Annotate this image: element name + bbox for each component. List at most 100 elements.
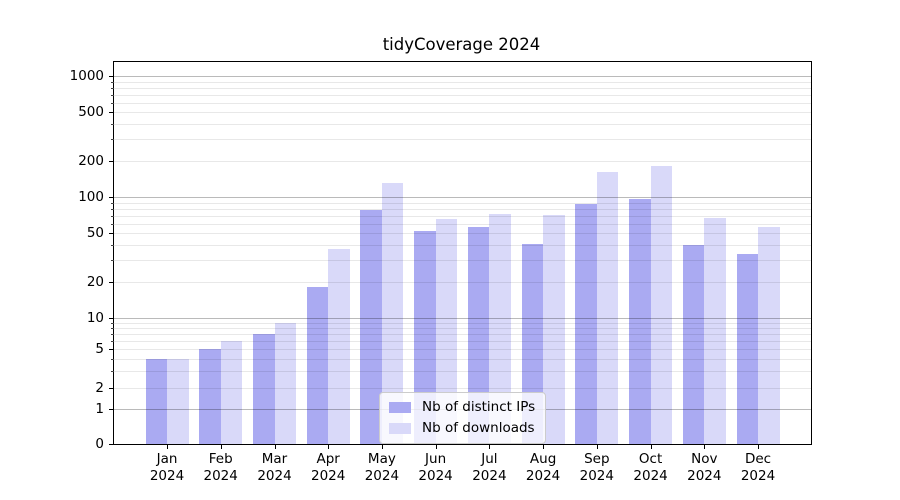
x-axis-tick-label: Jan 2024 xyxy=(122,451,212,484)
x-tick-year: 2024 xyxy=(257,467,292,484)
x-tick-year: 2024 xyxy=(687,467,722,484)
y-minor-tick-mark xyxy=(111,94,114,96)
y-axis-tick-label: 1 xyxy=(95,401,104,417)
x-tick-mark xyxy=(650,444,652,449)
bar-downloads-oct xyxy=(650,166,673,444)
legend-swatch-downloads xyxy=(389,422,411,434)
x-tick-month: Aug xyxy=(529,451,557,467)
bar-downloads-apr xyxy=(328,249,350,444)
x-tick-year: 2024 xyxy=(203,467,238,484)
y-minor-tick-mark xyxy=(111,124,114,126)
x-tick-month: Sep xyxy=(584,451,610,467)
y-minor-tick-mark xyxy=(111,81,114,83)
bar-distinct-ips-may xyxy=(360,210,382,444)
y-minor-tick-mark xyxy=(111,334,114,335)
legend-label-distinct-ips: Nb of distinct IPs xyxy=(422,399,536,415)
x-tick-mark xyxy=(167,444,168,449)
y-minor-tick-mark xyxy=(111,139,114,141)
y-axis-tick-label: 10 xyxy=(86,310,104,326)
x-axis-tick-label: Aug 2024 xyxy=(498,451,588,484)
bar-distinct-ips-mar xyxy=(253,334,275,444)
y-axis-tick-label: 1000 xyxy=(69,68,104,84)
bar-downloads-dec xyxy=(758,226,780,444)
legend: Nb of distinct IPs Nb of downloads xyxy=(379,392,547,444)
x-axis-tick-label: Feb 2024 xyxy=(176,451,266,484)
y-minor-tick-mark xyxy=(111,202,114,204)
y-minor-tick-mark xyxy=(111,102,114,104)
x-tick-mark xyxy=(489,444,491,449)
bar-downloads-nov xyxy=(704,218,726,444)
x-tick-year: 2024 xyxy=(364,467,400,484)
legend-label-downloads: Nb of downloads xyxy=(422,420,535,436)
x-tick-month: Jan xyxy=(156,451,178,467)
x-tick-year: 2024 xyxy=(525,467,561,484)
y-tick-mark xyxy=(109,409,114,410)
y-axis-tick-label: 0 xyxy=(95,436,104,452)
x-axis-tick-label: Jul 2024 xyxy=(444,451,534,484)
x-tick-mark xyxy=(220,444,222,449)
bar-distinct-ips-oct xyxy=(629,199,651,444)
legend-item-distinct-ips: Nb of distinct IPs xyxy=(389,399,535,415)
x-tick-month: May xyxy=(367,451,396,467)
bar-distinct-ips-feb xyxy=(199,349,221,444)
bar-downloads-jul xyxy=(489,214,511,444)
x-tick-month: Oct xyxy=(638,451,663,467)
y-tick-mark xyxy=(109,349,114,350)
bars-layer xyxy=(114,62,811,444)
x-tick-year: 2024 xyxy=(149,467,185,484)
y-axis-tick-label: 500 xyxy=(78,104,104,121)
x-tick-month: Feb xyxy=(208,451,233,467)
x-tick-year: 2024 xyxy=(418,467,453,484)
x-axis-tick-label: Oct 2024 xyxy=(606,451,696,484)
y-minor-tick-mark xyxy=(111,245,114,247)
x-axis-tick-label: Jun 2024 xyxy=(391,451,481,484)
bar-downloads-may xyxy=(381,183,404,444)
y-axis-tick-label: 5 xyxy=(95,341,104,357)
x-axis-tick-label: Nov 2024 xyxy=(659,451,749,484)
y-axis-tick-label: 2 xyxy=(95,380,104,396)
x-axis-tick-label: Dec 2024 xyxy=(713,451,803,484)
y-minor-tick-mark xyxy=(111,370,114,372)
x-tick-mark xyxy=(328,444,330,449)
bar-distinct-ips-jun xyxy=(414,231,436,444)
x-tick-year: 2024 xyxy=(311,467,346,484)
y-minor-tick-mark xyxy=(111,340,114,342)
bar-downloads-feb xyxy=(220,340,243,444)
bar-downloads-sep xyxy=(596,172,619,444)
y-tick-mark xyxy=(109,444,114,445)
legend-swatch-distinct-ips xyxy=(389,401,411,413)
bar-distinct-ips-jul xyxy=(467,226,490,444)
bar-distinct-ips-dec xyxy=(736,253,758,444)
x-tick-month: Jun xyxy=(425,451,447,467)
y-tick-mark xyxy=(109,388,114,389)
y-minor-tick-mark xyxy=(111,87,114,89)
y-tick-mark xyxy=(109,281,114,283)
y-tick-mark xyxy=(109,76,114,77)
x-axis-tick-label: Apr 2024 xyxy=(283,451,373,484)
x-tick-mark xyxy=(435,444,437,449)
x-axis-tick-label: Sep 2024 xyxy=(552,451,642,484)
bar-downloads-jan xyxy=(167,358,189,444)
x-tick-month: Jul xyxy=(481,451,498,467)
y-axis-tick-label: 20 xyxy=(86,273,104,290)
y-tick-mark xyxy=(109,197,114,198)
y-minor-tick-mark xyxy=(111,215,114,217)
y-axis-tick-label: 50 xyxy=(86,225,104,242)
x-tick-year: 2024 xyxy=(472,467,507,484)
chart-title: tidyCoverage 2024 xyxy=(382,35,541,54)
y-tick-mark xyxy=(109,318,114,319)
y-minor-tick-mark xyxy=(111,208,114,210)
bar-distinct-ips-jan xyxy=(145,358,167,444)
x-tick-month: Dec xyxy=(744,451,772,467)
y-minor-tick-mark xyxy=(111,223,114,225)
y-minor-tick-mark xyxy=(111,358,114,360)
x-tick-year: 2024 xyxy=(633,467,668,484)
y-axis-tick-label: 100 xyxy=(78,189,104,205)
y-minor-tick-mark xyxy=(111,260,114,262)
y-axis-tick-label: 200 xyxy=(78,152,104,169)
x-axis-tick-label: May 2024 xyxy=(337,451,427,484)
x-tick-month: Nov xyxy=(691,451,718,467)
x-tick-month: Apr xyxy=(316,451,340,467)
y-minor-tick-mark xyxy=(111,328,114,329)
